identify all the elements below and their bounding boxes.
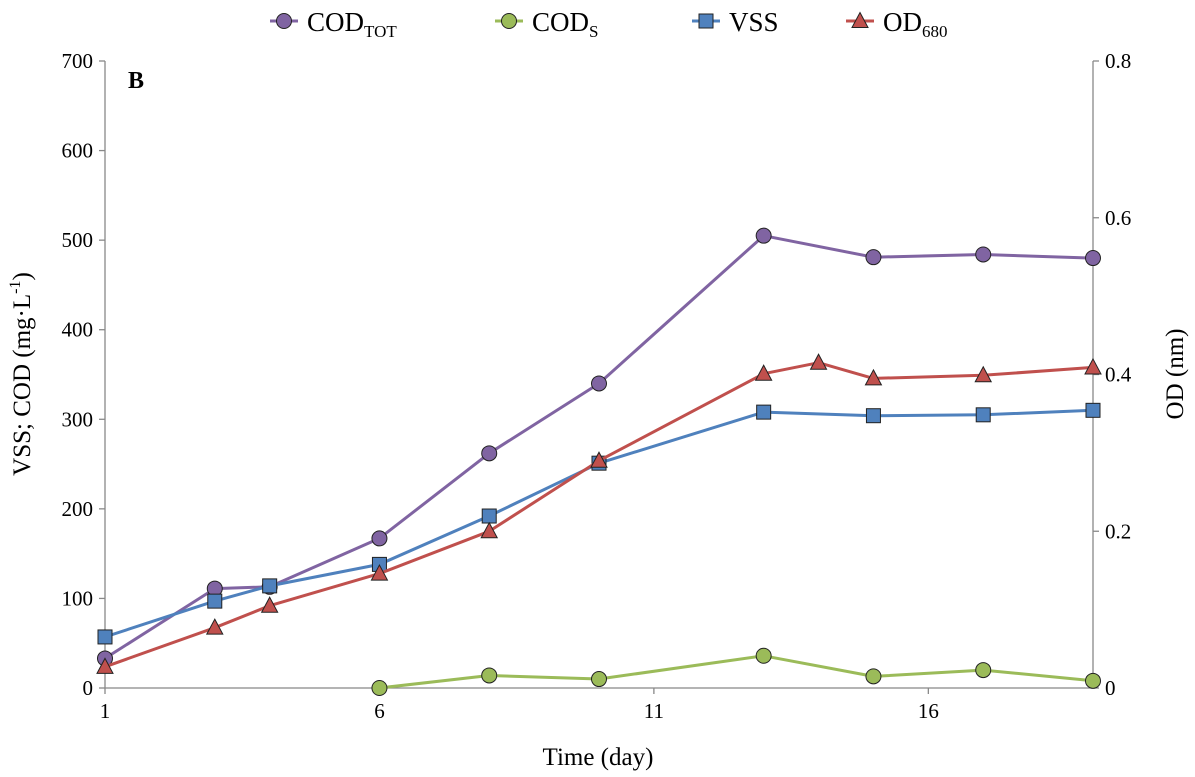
legend-label: VSS — [729, 7, 779, 37]
legend-marker — [698, 13, 714, 29]
y2-tick-label: 0 — [1105, 676, 1116, 700]
data-point-od680 — [754, 364, 773, 381]
data-point-cod_s — [591, 671, 607, 688]
data-point-vss — [975, 407, 991, 423]
y-tick-label: 300 — [62, 407, 94, 431]
x-axis-title: Time (day) — [543, 744, 654, 771]
data-point-od680 — [1084, 357, 1102, 375]
chart-series — [96, 227, 1102, 696]
legend-item-cod_s: CODS — [495, 7, 598, 41]
y-axis-title: VSS; COD (mg·L-1) — [7, 272, 36, 476]
legend-item-od680: OD680 — [846, 7, 948, 41]
legend-marker — [276, 13, 292, 29]
series-vss — [97, 402, 1101, 645]
data-point-od680 — [370, 564, 389, 581]
chart-legend: CODTOT CODS VSS OD680 — [270, 7, 948, 41]
x-tick-label: 16 — [918, 699, 939, 723]
data-point-cod_tot — [865, 249, 882, 266]
data-point-cod_tot — [755, 227, 772, 244]
y2-tick-label: 0.4 — [1105, 363, 1132, 387]
y-tick-label: 600 — [62, 139, 94, 163]
legend-item-vss: VSS — [692, 7, 779, 37]
data-point-cod_tot — [591, 375, 607, 392]
legend-label-main: OD — [883, 7, 922, 37]
panel-label: B — [128, 68, 144, 94]
data-point-cod_s — [371, 680, 388, 696]
series-cod_tot — [97, 227, 1101, 667]
y-axis-title-main: VSS; COD (mg·L — [9, 294, 36, 476]
data-point-od680 — [260, 596, 279, 613]
legend-label-main: COD — [532, 7, 589, 37]
chart-axes — [104, 61, 1094, 689]
y-tick-label: 0 — [83, 676, 94, 700]
data-point-cod_s — [481, 667, 498, 684]
data-point-cod_tot — [975, 246, 992, 263]
y-axis-title-sup: -1 — [7, 281, 24, 294]
data-point-vss — [865, 408, 881, 424]
y-axis-title-close: ) — [9, 272, 36, 280]
data-point-cod_tot — [481, 445, 498, 462]
data-point-od680 — [809, 353, 828, 370]
data-point-vss — [756, 404, 772, 420]
data-point-vss — [262, 578, 278, 594]
legend-label-sub: TOT — [364, 22, 397, 41]
x-tick-label: 1 — [100, 699, 111, 723]
data-point-od680 — [480, 521, 499, 539]
data-point-cod_tot — [371, 530, 388, 547]
data-point-vss — [1085, 402, 1101, 418]
legend-label: CODTOT — [307, 7, 397, 41]
data-point-cod_s — [1085, 672, 1101, 689]
data-point-vss — [481, 508, 497, 524]
y-tick-label: 700 — [62, 49, 94, 73]
y2-axis-title: OD (nm) — [1162, 329, 1189, 420]
series-od680 — [96, 353, 1102, 674]
legend-item-cod_tot: CODTOT — [270, 7, 397, 41]
series-cod_s — [371, 647, 1101, 696]
data-point-od680 — [96, 657, 114, 674]
legend-label-main: VSS — [729, 7, 779, 37]
y-tick-label: 100 — [62, 586, 94, 610]
data-point-cod_s — [755, 647, 772, 664]
legend-label: CODS — [532, 7, 598, 41]
data-point-vss — [207, 593, 223, 609]
data-point-cod_s — [975, 662, 992, 679]
x-tick-label: 11 — [644, 699, 664, 723]
legend-label: OD680 — [883, 7, 948, 41]
data-point-cod_s — [865, 668, 882, 685]
y-tick-label: 400 — [62, 318, 94, 342]
series-line-od680 — [104, 361, 1094, 669]
y2-tick-label: 0.8 — [1105, 49, 1131, 73]
data-point-od680 — [864, 368, 883, 386]
series-line-vss — [104, 408, 1094, 639]
legend-marker — [851, 11, 869, 28]
legend-label-sub: S — [589, 22, 598, 41]
y2-tick-label: 0.2 — [1105, 519, 1131, 543]
data-point-cod_tot — [1085, 250, 1101, 267]
data-point-od680 — [974, 365, 993, 383]
legend-label-sub: 680 — [922, 22, 948, 41]
data-point-vss — [97, 629, 113, 645]
series-line-cod_tot — [104, 234, 1094, 660]
x-tick-label: 6 — [374, 699, 385, 723]
data-point-od680 — [590, 451, 608, 468]
y2-tick-label: 0.6 — [1105, 206, 1131, 230]
data-point-od680 — [205, 618, 224, 635]
y-tick-label: 200 — [62, 497, 94, 521]
legend-label-main: COD — [307, 7, 364, 37]
legend-marker — [501, 13, 517, 29]
y-tick-label: 500 — [62, 228, 94, 252]
